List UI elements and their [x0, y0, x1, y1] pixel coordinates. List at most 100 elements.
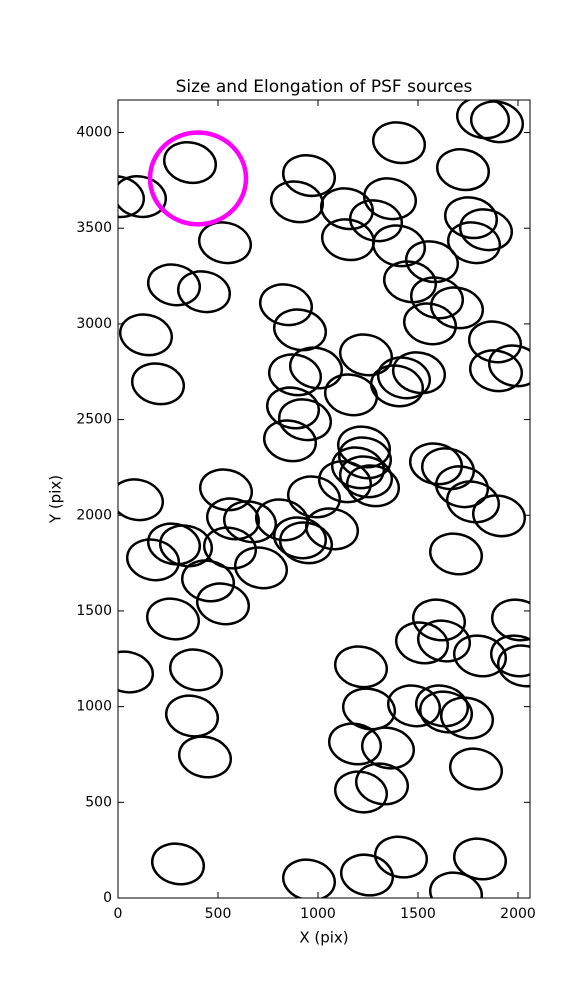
source-ellipse	[391, 351, 447, 395]
source-ellipse	[487, 344, 530, 388]
source-ellipse	[118, 175, 168, 219]
source-ellipse	[168, 648, 224, 692]
source-ellipse	[146, 263, 202, 307]
source-ellipse	[195, 582, 251, 626]
x-tick-label: 0	[114, 906, 123, 922]
x-tick-label: 500	[205, 906, 232, 922]
source-ellipse	[198, 468, 254, 512]
source-ellipse	[371, 121, 427, 165]
source-ellipse	[418, 690, 474, 734]
source-ellipse	[162, 141, 218, 185]
x-tick-label: 1500	[400, 906, 436, 922]
source-ellipse	[428, 871, 484, 898]
source-ellipse	[376, 356, 432, 400]
source-ellipse	[118, 650, 155, 694]
source-ellipse	[267, 353, 323, 397]
source-ellipse	[452, 837, 508, 881]
x-tick-label: 2000	[500, 906, 536, 922]
source-ellipse	[469, 100, 525, 144]
source-ellipse	[452, 634, 508, 678]
source-ellipse	[272, 308, 328, 352]
source-ellipse	[489, 634, 530, 678]
source-ellipse	[373, 835, 429, 879]
y-tick-label: 3000	[76, 316, 112, 332]
y-tick-label: 4000	[76, 125, 112, 141]
source-ellipse	[339, 853, 395, 897]
source-ellipse	[145, 597, 201, 641]
source-ellipse	[319, 187, 375, 231]
x-axis-label: X (pix)	[299, 929, 348, 947]
source-ellipse	[446, 221, 502, 265]
source-ellipse	[420, 447, 476, 491]
source-ellipse	[345, 464, 401, 508]
x-tick-label: 1000	[300, 906, 336, 922]
source-ellipse	[428, 532, 484, 576]
source-ellipse	[369, 364, 425, 408]
source-ellipse	[490, 598, 530, 642]
source-ellipse	[402, 302, 458, 346]
source-ellipse	[176, 270, 232, 314]
chart-title: Size and Elongation of PSF sources	[176, 77, 473, 97]
source-ellipse	[416, 619, 472, 663]
source-ellipse	[164, 694, 220, 738]
source-ellipse	[118, 313, 174, 357]
source-ellipse	[409, 276, 465, 320]
source-ellipse	[265, 386, 321, 430]
y-axis-label: Y (pix)	[47, 475, 65, 524]
source-ellipse	[360, 726, 416, 770]
source-ellipse	[333, 645, 389, 689]
source-ellipse	[471, 494, 527, 538]
source-ellipse	[118, 478, 165, 522]
y-tick-label: 3500	[76, 220, 112, 236]
source-ellipse	[118, 175, 146, 219]
source-ellipse	[429, 286, 485, 330]
source-ellipse	[382, 260, 438, 304]
y-tick-label: 1000	[76, 699, 112, 715]
axes-frame	[117, 99, 531, 899]
source-ellipse	[281, 858, 337, 898]
y-tick-label: 500	[85, 794, 112, 810]
source-ellipse	[404, 240, 460, 284]
source-ellipse	[468, 349, 524, 393]
plot-area	[118, 100, 530, 898]
source-ellipse	[333, 770, 389, 814]
source-ellipse	[130, 362, 186, 406]
source-ellipse	[258, 283, 314, 327]
source-ellipse	[443, 196, 499, 240]
source-ellipse	[394, 621, 450, 665]
y-tick-label: 1500	[76, 603, 112, 619]
source-ellipse	[262, 419, 318, 463]
source-ellipse	[277, 398, 333, 442]
source-ellipse	[125, 538, 181, 582]
source-ellipse	[496, 644, 530, 688]
source-ellipse	[439, 696, 495, 740]
source-ellipse	[197, 221, 253, 265]
highlight-circle	[147, 130, 249, 227]
source-ellipse	[435, 148, 491, 192]
source-ellipse	[233, 546, 289, 590]
source-ellipse	[338, 455, 394, 499]
source-ellipse	[386, 684, 442, 728]
source-ellipse	[341, 687, 397, 731]
source-ellipse	[445, 480, 501, 524]
source-ellipse	[414, 684, 470, 728]
source-ellipse	[177, 735, 233, 779]
source-ellipse	[411, 598, 467, 642]
source-ellipse	[354, 762, 410, 806]
source-ellipse	[434, 465, 490, 509]
source-ellipse	[455, 100, 511, 140]
source-ellipse	[288, 346, 344, 390]
source-ellipse	[362, 177, 418, 221]
source-ellipse	[448, 747, 504, 791]
source-ellipse	[327, 722, 383, 766]
source-ellipse	[281, 154, 337, 198]
source-ellipse	[278, 521, 334, 565]
y-tick-label: 0	[103, 890, 112, 906]
y-tick-label: 2000	[76, 507, 112, 523]
source-ellipse	[272, 516, 328, 560]
source-ellipse	[323, 373, 379, 417]
y-tick-label: 2500	[76, 412, 112, 428]
